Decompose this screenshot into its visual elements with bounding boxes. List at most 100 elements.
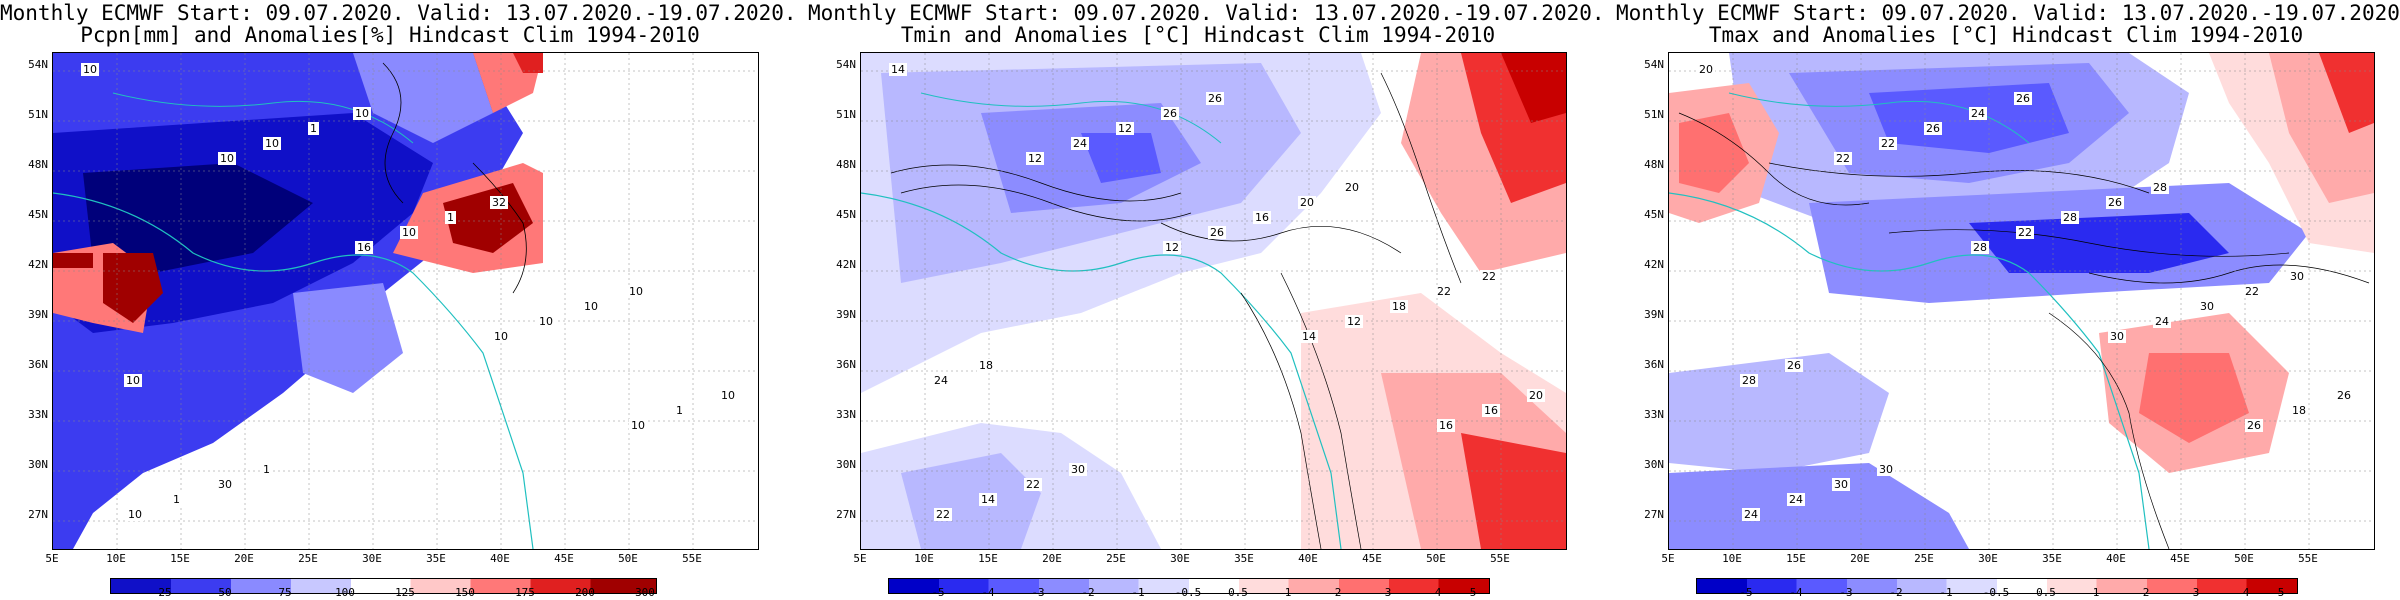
svg-text:10: 10 xyxy=(631,419,645,432)
contour-label: 26 xyxy=(1206,92,1224,105)
svg-text:20: 20 xyxy=(1300,196,1314,209)
contour-label: 26 xyxy=(1785,359,1803,372)
svg-text:10: 10 xyxy=(265,137,279,150)
colorbar-tick: 175 xyxy=(515,586,535,599)
panel-title-line1: Monthly ECMWF Start: 09.07.2020. Valid: … xyxy=(0,1,797,25)
contour-label: 30 xyxy=(1069,463,1087,476)
contour-label: 26 xyxy=(2335,389,2353,402)
svg-text:18: 18 xyxy=(2292,404,2306,417)
colorbar-tick: -1 xyxy=(1939,586,1953,599)
svg-text:30: 30 xyxy=(2110,330,2124,343)
colorbar-tick: 3 xyxy=(2192,586,2200,599)
colorbar-tick: 25 xyxy=(158,586,172,599)
tmax-map: 20 22 28 30 26 24 22 22 24 18 24 26 28 30 26 30 24 26 22 28… xyxy=(1668,52,2375,550)
contour-label: 28 xyxy=(1740,374,1758,387)
contour-label: 10 xyxy=(218,152,236,165)
contour-label: 10 xyxy=(124,374,142,387)
lat-label: 27N xyxy=(1644,508,1664,521)
svg-text:14: 14 xyxy=(981,493,995,506)
colorbar-tick: 5 xyxy=(1469,586,1477,599)
contour-label: 26 xyxy=(1208,226,1226,239)
contour-label: 28 xyxy=(1971,241,1989,254)
lon-label: 25E xyxy=(1106,552,1126,565)
lat-label: 30N xyxy=(836,458,856,471)
lon-label: 30E xyxy=(1170,552,1190,565)
lat-label: 51N xyxy=(28,108,48,121)
contour-label: 10 xyxy=(627,285,645,298)
svg-text:24: 24 xyxy=(1744,508,1758,521)
contour-label: 10 xyxy=(537,315,555,328)
lon-label: 15E xyxy=(978,552,998,565)
lat-label: 39N xyxy=(1644,308,1664,321)
lon-label: 55E xyxy=(1490,552,1510,565)
colorbar-tick: -1 xyxy=(1131,586,1145,599)
contour-label: 26 xyxy=(2245,419,2263,432)
lon-label: 30E xyxy=(362,552,382,565)
precip-map: 10 10 16 10 10 10 10 10 10 1 1 1 1 10 10 30 10 32 10 10 1 xyxy=(52,52,759,550)
contour-label: 10 xyxy=(400,226,418,239)
contour-label: 20 xyxy=(1697,63,1715,76)
contour-label: 26 xyxy=(2106,196,2124,209)
colorbar-tick: -2 xyxy=(1889,586,1903,599)
contour-label: 1 xyxy=(261,463,272,476)
contour-label: 28 xyxy=(2061,211,2079,224)
tmax-panel: Monthly ECMWF Start: 09.07.2020. Valid: … xyxy=(1616,0,2400,600)
svg-text:16: 16 xyxy=(1255,211,1269,224)
contour-label: 14 xyxy=(889,63,907,76)
svg-text:28: 28 xyxy=(2063,211,2077,224)
lat-label: 45N xyxy=(836,208,856,221)
contour-label: 16 xyxy=(1437,419,1455,432)
contour-label: 12 xyxy=(1163,241,1181,254)
lat-label: 45N xyxy=(28,208,48,221)
lon-label: 20E xyxy=(1042,552,1062,565)
lat-label: 51N xyxy=(836,108,856,121)
lon-label: 35E xyxy=(426,552,446,565)
lat-label: 48N xyxy=(1644,158,1664,171)
contour-label: 22 xyxy=(1480,270,1498,283)
colorbar-tick: 100 xyxy=(335,586,355,599)
svg-text:10: 10 xyxy=(584,300,598,313)
svg-text:10: 10 xyxy=(494,330,508,343)
svg-text:24: 24 xyxy=(2155,315,2169,328)
lat-label: 54N xyxy=(28,58,48,71)
contour-label: 12 xyxy=(1345,315,1363,328)
lat-label: 30N xyxy=(28,458,48,471)
panel-title-line2: Pcpn[mm] and Anomalies[%] Hindcast Clim … xyxy=(80,23,700,47)
svg-text:26: 26 xyxy=(2337,389,2351,402)
lon-label: 5E xyxy=(1661,552,1675,565)
lon-label: 25E xyxy=(298,552,318,565)
svg-text:1: 1 xyxy=(173,493,180,506)
lat-label: 36N xyxy=(1644,358,1664,371)
contour-label: 10 xyxy=(126,508,144,521)
svg-text:12: 12 xyxy=(1118,122,1132,135)
lon-label: 20E xyxy=(234,552,254,565)
svg-text:10: 10 xyxy=(721,389,735,402)
svg-text:12: 12 xyxy=(1165,241,1179,254)
lon-label: 5E xyxy=(45,552,59,565)
lon-label: 25E xyxy=(1914,552,1934,565)
lat-label: 42N xyxy=(1644,258,1664,271)
contour-label: 14 xyxy=(979,493,997,506)
svg-text:10: 10 xyxy=(629,285,643,298)
contour-label: 10 xyxy=(263,137,281,150)
colorbar-tick: 150 xyxy=(455,586,475,599)
lat-label: 48N xyxy=(28,158,48,171)
tmin-panel: Monthly ECMWF Start: 09.07.2020. Valid: … xyxy=(808,0,1605,600)
lon-label: 10E xyxy=(914,552,934,565)
lat-label: 27N xyxy=(836,508,856,521)
svg-text:20: 20 xyxy=(1699,63,1713,76)
svg-text:10: 10 xyxy=(402,226,416,239)
lat-label: 45N xyxy=(1644,208,1664,221)
precip-panel: Monthly ECMWF Start: 09.07.2020. Valid: … xyxy=(0,0,797,600)
svg-text:26: 26 xyxy=(2247,419,2261,432)
lon-label: 15E xyxy=(1786,552,1806,565)
lat-label: 54N xyxy=(836,58,856,71)
svg-text:1: 1 xyxy=(263,463,270,476)
lon-label: 55E xyxy=(682,552,702,565)
svg-text:24: 24 xyxy=(1971,107,1985,120)
lat-label: 33N xyxy=(28,408,48,421)
contour-label: 30 xyxy=(1877,463,1895,476)
lat-label: 51N xyxy=(1644,108,1664,121)
colorbar-tick: 3 xyxy=(1384,586,1392,599)
contour-label: 30 xyxy=(1832,478,1850,491)
